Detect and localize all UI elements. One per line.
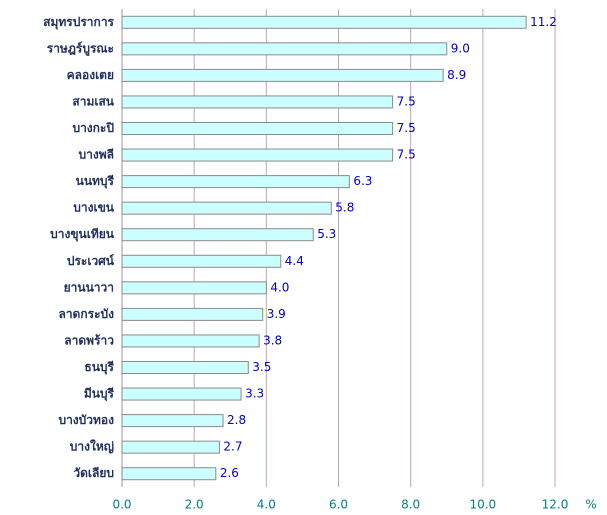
data-label: 5.3: [317, 227, 336, 241]
data-label: 6.3: [353, 174, 372, 188]
y-tick-label: ยานนาวา: [64, 280, 114, 294]
bar: [121, 175, 350, 189]
data-label: 3.8: [263, 333, 282, 347]
data-label: 7.5: [397, 94, 416, 108]
data-label: 4.4: [285, 254, 304, 268]
bar: [121, 15, 527, 29]
y-tick-label: สามเสน: [72, 94, 114, 108]
bar: [121, 228, 314, 242]
data-label: 4.0: [270, 280, 289, 294]
y-tick-label: นนทบุรี: [76, 174, 115, 189]
x-tick-label: 8.0: [401, 498, 420, 512]
y-tick-label: สมุทรปราการ: [43, 15, 114, 30]
data-label: 8.9: [447, 68, 466, 82]
bar: [121, 68, 444, 82]
x-tick-label: 4.0: [257, 498, 276, 512]
y-tick-label: บางกะปิ: [72, 121, 114, 135]
x-tick-label: 10.0: [469, 498, 496, 512]
y-tick-label: มีนบุรี: [84, 387, 115, 402]
y-tick-label: บางขุนเทียน: [50, 227, 115, 242]
bar: [121, 281, 267, 295]
bar: [121, 42, 448, 56]
bar: [121, 122, 394, 135]
x-tick-label: 2.0: [185, 498, 204, 512]
x-axis-label: %: [585, 498, 596, 512]
y-tick-label: ธนบุรี: [84, 360, 114, 375]
bar: [121, 387, 242, 401]
bar: [121, 334, 260, 348]
data-label: 3.5: [252, 360, 271, 374]
bar: [121, 467, 217, 481]
data-label: 2.6: [220, 466, 239, 480]
y-tick-label: ลาดพร้าว: [64, 333, 114, 347]
bar: [121, 414, 224, 428]
y-tick-label: บางเขน: [73, 201, 115, 215]
y-tick-label: บางบัวทอง: [58, 413, 114, 427]
data-label: 7.5: [397, 121, 416, 135]
y-tick-label: ประเวศน์: [67, 254, 115, 268]
data-label: 2.7: [223, 440, 242, 454]
bar: [121, 95, 394, 109]
bar: [121, 361, 249, 374]
data-label: 7.5: [397, 148, 416, 162]
y-tick-label: ราษฎร์บูรณะ: [47, 41, 114, 56]
bar: [121, 307, 264, 321]
y-tick-label: บางพลี: [79, 148, 114, 162]
bar: [121, 201, 332, 215]
data-label: 3.9: [267, 307, 286, 321]
y-tick-label: ลาดกระบัง: [58, 307, 114, 321]
bar: [121, 440, 220, 454]
data-label: 11.2: [530, 15, 557, 29]
y-tick-label: คลองเตย: [67, 68, 114, 82]
data-label: 5.8: [335, 201, 354, 215]
x-tick-label: 6.0: [329, 498, 348, 512]
x-tick-label: 0.0: [112, 498, 131, 512]
y-tick-label: วัดเลียบ: [73, 466, 114, 480]
data-label: 3.3: [245, 387, 264, 401]
data-label: 9.0: [451, 41, 470, 55]
y-tick-label: บางใหญ่: [70, 439, 114, 454]
bar: [121, 148, 394, 162]
bar: [121, 254, 282, 268]
data-label: 2.8: [227, 413, 246, 427]
x-tick-label: 12.0: [542, 498, 569, 512]
